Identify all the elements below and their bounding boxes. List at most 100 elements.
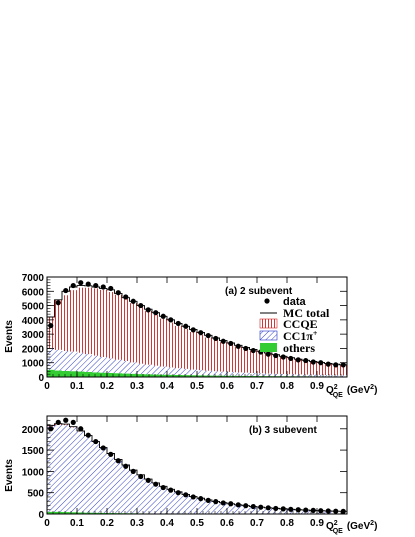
- bar-cc1pi: [129, 362, 137, 374]
- bar-cc1pi: [77, 431, 85, 513]
- bar-cc1pi: [84, 354, 92, 372]
- bar-others: [92, 372, 100, 377]
- x-tick-label: 0.6: [220, 518, 234, 529]
- bar-ccqe: [137, 307, 145, 364]
- bar-cc1pi: [272, 373, 280, 377]
- data-point: [175, 490, 181, 496]
- bar-ccqe: [144, 311, 152, 365]
- data-point: [205, 332, 211, 339]
- bar-others: [77, 371, 85, 377]
- data-point: [63, 417, 69, 423]
- bar-cc1pi: [99, 357, 107, 373]
- y-tick-label: 0: [38, 373, 44, 384]
- bar-cc1pi: [257, 373, 265, 377]
- bar-others: [144, 374, 152, 377]
- data-point: [318, 360, 324, 366]
- panel-label-b: (b) 3 subevent: [249, 425, 317, 436]
- bar-cc1pi: [324, 375, 332, 377]
- bar-ccqe: [272, 355, 280, 374]
- bar-ccqe: [309, 361, 317, 375]
- data-point: [160, 313, 166, 319]
- legend-label-others: others: [283, 341, 315, 355]
- bar-cc1pi: [279, 374, 287, 377]
- data-point: [235, 343, 241, 349]
- bar-ccqe: [47, 425, 55, 427]
- data-point: [63, 287, 69, 294]
- bar-ccqe: [159, 318, 167, 367]
- bar-ccqe: [302, 360, 310, 375]
- data-point: [250, 503, 256, 510]
- bar-cc1pi: [227, 503, 235, 514]
- bar-ccqe: [92, 288, 100, 356]
- x-tick-label: 0.5: [190, 518, 204, 529]
- bar-cc1pi: [159, 486, 167, 514]
- data-point: [85, 281, 91, 287]
- data-point: [70, 419, 76, 425]
- data-point: [78, 280, 84, 286]
- bar-others: [234, 375, 242, 377]
- x-tick-label: 0.7: [250, 381, 264, 392]
- x-tick-label: 0.4: [160, 381, 174, 392]
- bar-cc1pi: [122, 361, 130, 374]
- bar-ccqe: [294, 359, 302, 375]
- x-tick-label: 0.7: [250, 518, 264, 529]
- bar-cc1pi: [167, 367, 175, 375]
- data-point: [100, 284, 106, 290]
- data-point: [213, 335, 219, 342]
- bar-others: [182, 375, 190, 377]
- data-point: [243, 503, 249, 509]
- plot-area-a: [46, 280, 347, 377]
- data-point: [48, 322, 54, 329]
- bar-cc1pi: [144, 364, 152, 375]
- data-point: [130, 298, 136, 304]
- x-tick-label: 0.8: [280, 518, 294, 529]
- x-tick-label: 0.1: [70, 381, 84, 392]
- bar-ccqe: [324, 363, 332, 375]
- data-point: [138, 302, 144, 309]
- plot-area-b: [46, 417, 347, 514]
- legend-label-ccqe: CCQE: [283, 317, 318, 331]
- data-point: [273, 352, 279, 359]
- bar-ccqe: [54, 299, 62, 350]
- y-tick-label: 6000: [22, 287, 45, 298]
- bar-others: [69, 371, 77, 377]
- bar-others: [122, 373, 130, 377]
- data-point: [168, 317, 174, 323]
- x-tick-label: 0.3: [130, 518, 144, 529]
- bar-ccqe: [189, 332, 197, 370]
- data-point: [183, 323, 189, 329]
- data-point: [93, 282, 99, 289]
- x-axis-title-a: Q2 QE (GeV2): [326, 384, 377, 399]
- bar-cc1pi: [264, 507, 272, 514]
- axes-a: 0 0.1 0.2 0.3 0.4 0.5 0.6 0.7 0.8 0.9 0 1000 2000 300…: [22, 273, 348, 392]
- bar-cc1pi: [47, 426, 55, 512]
- data-point: [183, 492, 189, 498]
- data-point: [220, 500, 226, 506]
- bar-ccqe: [62, 295, 70, 351]
- bar-ccqe: [204, 337, 212, 371]
- bar-ccqe: [257, 352, 265, 374]
- data-point: [70, 282, 76, 289]
- data-point: [303, 507, 309, 513]
- bar-cc1pi: [189, 496, 197, 514]
- bar-cc1pi: [249, 373, 257, 376]
- bar-others: [99, 372, 107, 377]
- bar-cc1pi: [264, 373, 272, 377]
- bar-cc1pi: [167, 489, 175, 514]
- bar-ccqe: [77, 287, 85, 353]
- bar-cc1pi: [47, 348, 55, 370]
- bar-cc1pi: [54, 349, 62, 371]
- bar-ccqe: [114, 294, 122, 360]
- data-point: [123, 294, 129, 300]
- data-point: [198, 496, 204, 502]
- data-point: [318, 508, 324, 514]
- data-point: [310, 507, 316, 513]
- y-tick-label: 1000: [22, 359, 45, 370]
- bar-ccqe: [212, 340, 220, 372]
- legend-data-marker: [264, 298, 270, 304]
- x-tick-label: 0: [44, 518, 50, 529]
- bar-others: [114, 373, 122, 377]
- legend: data MC total CCQE CC1π+ others: [259, 296, 330, 355]
- bar-ccqe: [264, 353, 272, 374]
